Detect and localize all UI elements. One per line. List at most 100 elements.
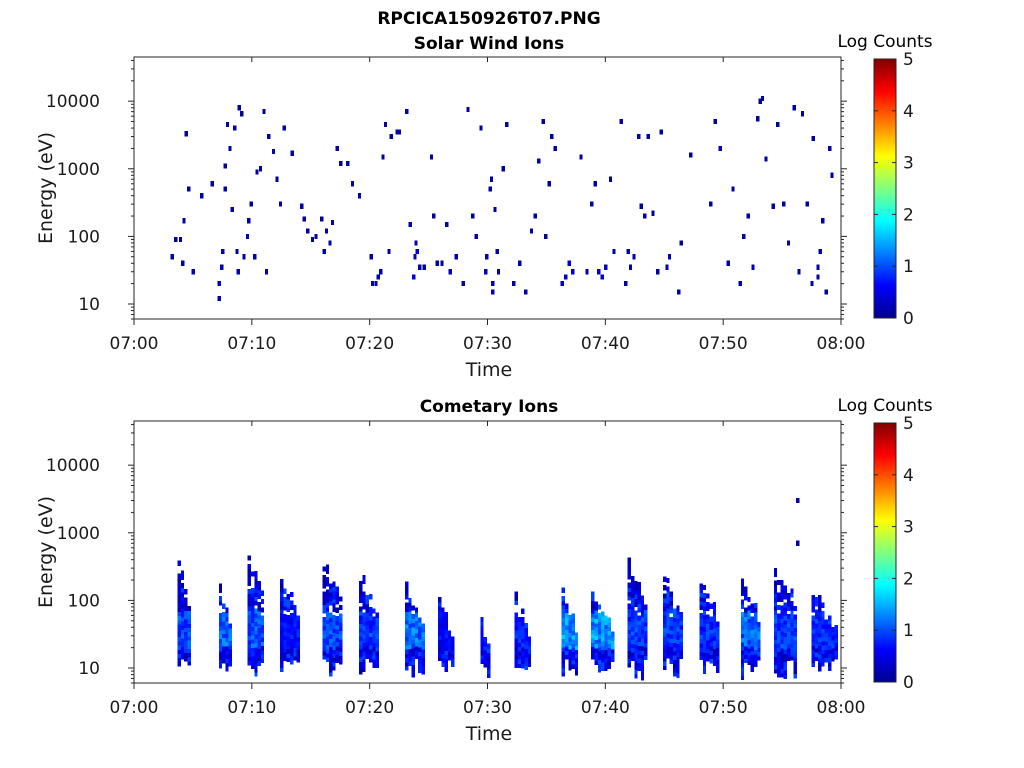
heatmap-cell — [359, 623, 363, 629]
heatmap-cell — [631, 609, 635, 615]
heatmap-cell — [283, 597, 287, 603]
heatmap-cell — [521, 608, 525, 614]
heatmap-cell — [228, 644, 232, 650]
heatmap-cell — [362, 662, 366, 668]
heatmap-cell — [362, 579, 366, 585]
heatmap-cell — [764, 156, 768, 162]
heatmap-cell — [828, 657, 832, 663]
heatmap-cell — [286, 606, 290, 612]
heatmap-cell — [627, 641, 631, 647]
x-tick-label: 07:20 — [345, 698, 394, 718]
heatmap-cell — [177, 632, 181, 638]
heatmap-cell — [689, 152, 693, 158]
heatmap-cell — [627, 637, 631, 643]
heatmap-cell — [740, 616, 745, 622]
heatmap-cell — [783, 644, 787, 650]
heatmap-cell — [177, 652, 181, 659]
heatmap-cell — [251, 655, 255, 661]
heatmap-cell — [777, 659, 781, 665]
heatmap-cell — [740, 641, 745, 647]
heatmap-cell — [571, 638, 575, 644]
heatmap-cell — [447, 638, 452, 644]
heatmap-cell — [757, 642, 761, 649]
heatmap-cell — [180, 633, 185, 639]
heatmap-cell — [369, 632, 373, 638]
heatmap-cell — [773, 584, 778, 590]
heatmap-cell — [709, 201, 713, 207]
heatmap-cell — [254, 575, 258, 581]
heatmap-cell — [716, 642, 720, 648]
heatmap-cell — [712, 635, 717, 641]
heatmap-cell — [247, 647, 251, 653]
heatmap-cell — [634, 581, 638, 587]
heatmap-cell — [561, 617, 565, 623]
heatmap-cell — [421, 656, 425, 663]
heatmap-cell — [709, 658, 713, 664]
heatmap-cell — [666, 645, 670, 651]
heatmap-cell — [438, 630, 442, 636]
heatmap-cell — [414, 240, 418, 246]
heatmap-cell — [634, 589, 638, 595]
heatmap-cell — [483, 653, 487, 659]
heatmap-cell — [359, 589, 363, 595]
heatmap-cell — [601, 653, 605, 659]
heatmap-cell — [679, 611, 683, 617]
heatmap-cell — [514, 646, 518, 652]
heatmap-cell — [634, 652, 638, 658]
heatmap-cell — [253, 254, 257, 260]
heatmap-cell — [357, 193, 362, 199]
heatmap-cell — [184, 614, 188, 620]
heatmap-cell — [780, 647, 784, 653]
heatmap-cell — [362, 616, 366, 622]
heatmap-cell — [750, 637, 754, 643]
heatmap-cell — [257, 656, 261, 662]
heatmap-cell — [222, 641, 226, 647]
heatmap-cell — [180, 645, 185, 651]
heatmap-cell — [607, 630, 611, 636]
heatmap-cell — [783, 585, 787, 591]
heatmap-cell — [405, 109, 409, 115]
heatmap-cell — [233, 125, 237, 131]
heatmap-cell — [369, 652, 373, 659]
heatmap-cell — [571, 642, 575, 648]
heatmap-cell — [280, 587, 284, 593]
heatmap-cell — [359, 610, 363, 616]
heatmap-cell — [831, 647, 835, 653]
heatmap-cell — [561, 642, 565, 648]
heatmap-cell — [821, 619, 825, 625]
heatmap-cell — [783, 602, 787, 608]
heatmap-cell — [296, 649, 300, 655]
heatmap-cell — [811, 640, 815, 647]
heatmap-cell — [607, 638, 611, 644]
heatmap-cell — [676, 605, 680, 611]
heatmap-cell — [644, 617, 648, 623]
heatmap-cell — [254, 637, 258, 644]
heatmap-cell — [818, 624, 822, 630]
heatmap-cell — [818, 620, 822, 626]
heatmap-cell — [750, 620, 754, 626]
heatmap-cell — [514, 625, 518, 631]
heatmap-cell — [612, 248, 616, 254]
heatmap-cell — [790, 621, 794, 628]
heatmap-cell — [637, 590, 641, 596]
heatmap-cell — [773, 618, 778, 624]
heatmap-cell — [627, 561, 631, 567]
heatmap-cell — [740, 645, 745, 651]
heatmap-cell — [220, 264, 224, 270]
heatmap-cell — [218, 634, 223, 640]
heatmap-cell — [332, 615, 336, 621]
heatmap-cell — [487, 664, 491, 670]
heatmap-cell — [329, 587, 333, 593]
heatmap-cell — [793, 656, 797, 662]
heatmap-cell — [413, 254, 417, 260]
heatmap-cell — [533, 213, 537, 219]
heatmap-cell — [591, 654, 595, 660]
heatmap-cell — [293, 655, 297, 661]
heatmap-cell — [565, 612, 569, 618]
heatmap-cell — [574, 661, 579, 667]
heatmap-cell — [632, 254, 636, 260]
heatmap-cell — [818, 649, 822, 655]
heatmap-cell — [325, 610, 330, 616]
heatmap-cell — [247, 618, 251, 624]
